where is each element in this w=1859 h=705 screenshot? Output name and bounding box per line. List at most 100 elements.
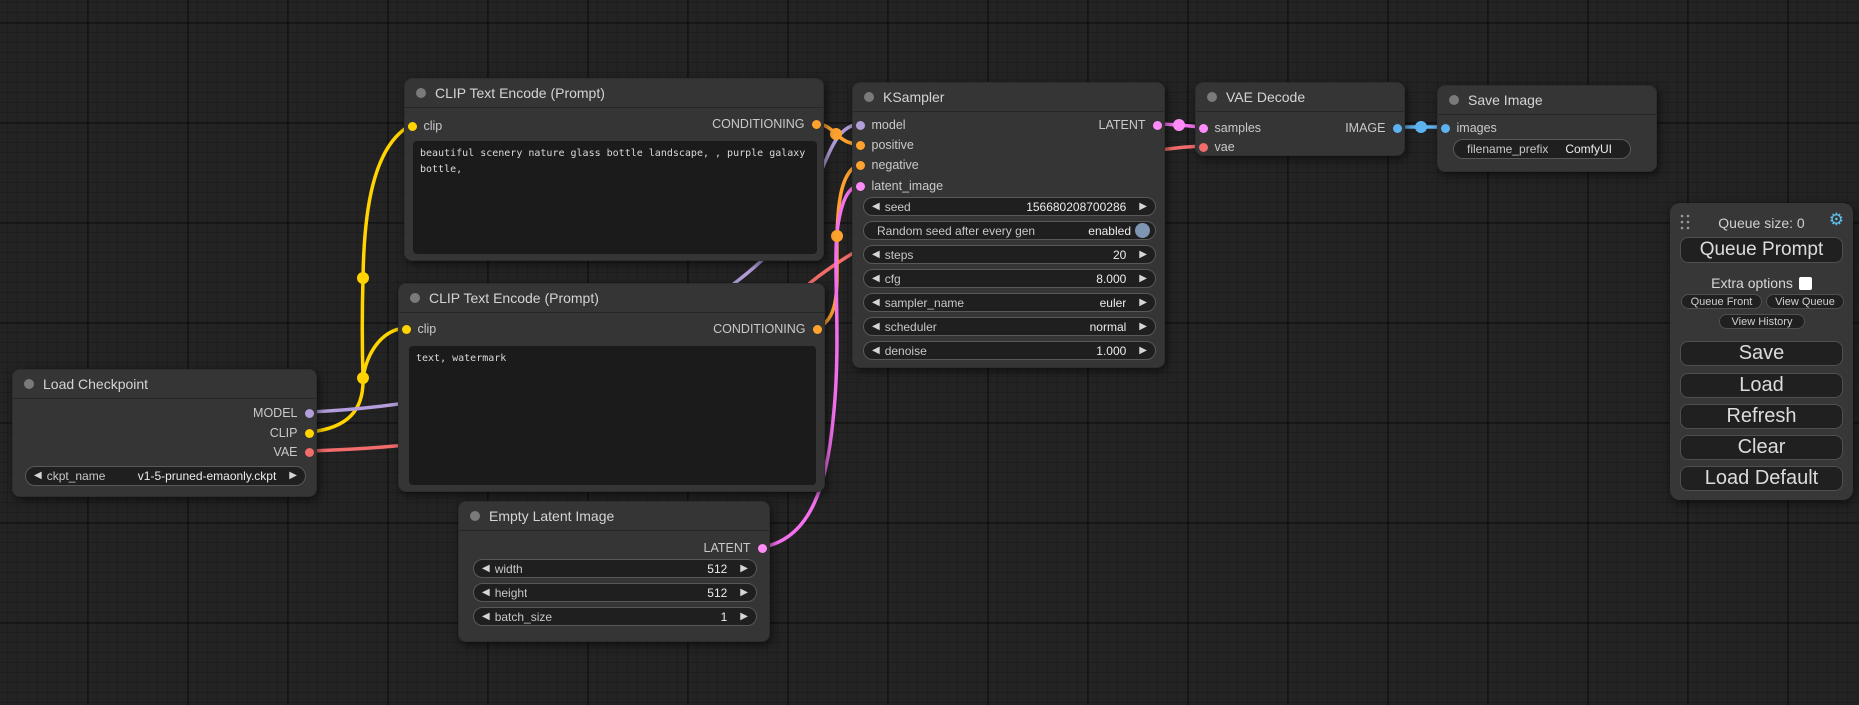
link-latent-to-ksampler[interactable]	[761, 183, 861, 549]
arrow-left-icon[interactable]: ◀	[482, 610, 490, 622]
prompt-textarea[interactable]: text, watermark	[409, 346, 816, 485]
node-title-bar[interactable]: Empty Latent Image	[459, 502, 769, 531]
conditioning-port-dot[interactable]	[812, 324, 822, 334]
widget-height[interactable]: ◀ height 512 ▶	[473, 583, 757, 602]
arrow-left-icon[interactable]: ◀	[872, 344, 880, 356]
latent-port-dot[interactable]	[1198, 123, 1208, 133]
queue-menu-panel[interactable]: Queue size: 0 ⚙ Queue Prompt Extra optio…	[1670, 203, 1853, 500]
arrow-left-icon[interactable]: ◀	[872, 296, 880, 308]
collapse-dot-icon[interactable]	[1449, 95, 1459, 105]
input-port-samples[interactable]: samples	[1198, 118, 1261, 138]
vae-port-dot[interactable]	[304, 447, 314, 457]
node-save-image[interactable]: Save Image images filename_prefix ComfyU…	[1437, 85, 1657, 172]
widget-denoise[interactable]: ◀ denoise 1.000 ▶	[863, 341, 1156, 360]
widget-sampler-name[interactable]: ◀ sampler_name euler ▶	[863, 293, 1156, 312]
arrow-right-icon[interactable]: ▶	[1139, 272, 1147, 284]
conditioning-port-dot[interactable]	[855, 160, 865, 170]
widget-filename-prefix[interactable]: filename_prefix ComfyUI	[1453, 139, 1631, 159]
arrow-right-icon[interactable]: ▶	[1139, 344, 1147, 356]
widget-cfg[interactable]: ◀ cfg 8.000 ▶	[863, 269, 1156, 288]
output-port-latent[interactable]: LATENT	[1099, 115, 1162, 135]
node-vae-decode[interactable]: VAE Decode samples vae IMAGE	[1195, 82, 1405, 156]
output-port-model[interactable]: MODEL	[253, 403, 314, 423]
output-port-image[interactable]: IMAGE	[1345, 118, 1402, 138]
node-clip-text-encode-negative[interactable]: CLIP Text Encode (Prompt) clip CONDITION…	[398, 283, 825, 492]
queue-prompt-button[interactable]: Queue Prompt	[1680, 237, 1843, 263]
node-empty-latent-image[interactable]: Empty Latent Image LATENT ◀ width 512 ▶ …	[458, 501, 770, 642]
latent-port-dot[interactable]	[1152, 120, 1162, 130]
collapse-dot-icon[interactable]	[1207, 92, 1217, 102]
arrow-left-icon[interactable]: ◀	[872, 248, 880, 260]
input-port-positive[interactable]: positive	[855, 135, 914, 155]
drag-handle-icon[interactable]	[1679, 213, 1691, 231]
collapse-dot-icon[interactable]	[410, 293, 420, 303]
input-port-vae[interactable]: vae	[1198, 137, 1235, 157]
output-port-clip[interactable]: CLIP	[270, 423, 314, 443]
collapse-dot-icon[interactable]	[864, 92, 874, 102]
collapse-dot-icon[interactable]	[470, 511, 480, 521]
node-title-bar[interactable]: KSampler	[853, 83, 1164, 112]
node-load-checkpoint[interactable]: Load Checkpoint MODEL CLIP VAE ◀ ckpt_na…	[12, 369, 317, 497]
output-port-vae[interactable]: VAE	[273, 442, 314, 462]
node-title-bar[interactable]: Save Image	[1438, 86, 1656, 115]
load-default-button[interactable]: Load Default	[1680, 466, 1843, 491]
widget-steps[interactable]: ◀ steps 20 ▶	[863, 245, 1156, 264]
arrow-left-icon[interactable]: ◀	[872, 272, 880, 284]
clear-button[interactable]: Clear	[1680, 435, 1843, 460]
reroute-dot-conditioning-negative[interactable]	[831, 230, 843, 242]
view-history-button[interactable]: View History	[1719, 314, 1805, 329]
input-port-images[interactable]: images	[1440, 118, 1497, 138]
prompt-textarea[interactable]: beautiful scenery nature glass bottle la…	[413, 141, 817, 254]
arrow-right-icon[interactable]: ▶	[1139, 248, 1147, 260]
clip-port-dot[interactable]	[401, 324, 411, 334]
input-port-negative[interactable]: negative	[855, 155, 919, 175]
reroute-dot-clip-lower[interactable]	[357, 372, 369, 384]
conditioning-port-dot[interactable]	[855, 140, 865, 150]
refresh-button[interactable]: Refresh	[1680, 404, 1843, 429]
conditioning-port-dot[interactable]	[811, 119, 821, 129]
queue-front-button[interactable]: Queue Front	[1681, 294, 1762, 309]
output-port-conditioning[interactable]: CONDITIONING	[712, 114, 821, 134]
collapse-dot-icon[interactable]	[416, 88, 426, 98]
reroute-dot-latent[interactable]	[1173, 119, 1185, 131]
arrow-left-icon[interactable]: ◀	[482, 586, 490, 598]
output-port-conditioning[interactable]: CONDITIONING	[713, 319, 822, 339]
image-port-dot[interactable]	[1392, 123, 1402, 133]
node-ksampler[interactable]: KSampler model positive negative latent_…	[852, 82, 1165, 368]
node-title-bar[interactable]: Load Checkpoint	[13, 370, 316, 399]
collapse-dot-icon[interactable]	[24, 379, 34, 389]
model-port-dot[interactable]	[855, 120, 865, 130]
input-port-latent-image[interactable]: latent_image	[855, 176, 943, 196]
toggle-enabled-dot[interactable]	[1135, 223, 1150, 238]
node-clip-text-encode-positive[interactable]: CLIP Text Encode (Prompt) clip CONDITION…	[404, 78, 824, 261]
load-button[interactable]: Load	[1680, 373, 1843, 398]
node-title-bar[interactable]: VAE Decode	[1196, 83, 1404, 112]
reroute-dot-image[interactable]	[1415, 121, 1427, 133]
clip-port-dot[interactable]	[407, 121, 417, 131]
arrow-right-icon[interactable]: ▶	[740, 586, 748, 598]
arrow-right-icon[interactable]: ▶	[1139, 296, 1147, 308]
widget-scheduler[interactable]: ◀ scheduler normal ▶	[863, 317, 1156, 336]
arrow-right-icon[interactable]: ▶	[740, 562, 748, 574]
save-button[interactable]: Save	[1680, 341, 1843, 366]
settings-gear-icon[interactable]: ⚙	[1828, 210, 1844, 229]
output-port-latent[interactable]: LATENT	[704, 538, 767, 558]
image-port-dot[interactable]	[1440, 123, 1450, 133]
model-port-dot[interactable]	[304, 408, 314, 418]
widget-random-seed-toggle[interactable]: Random seed after every gen enabled	[863, 221, 1156, 240]
vae-port-dot[interactable]	[1198, 142, 1208, 152]
arrow-right-icon[interactable]: ▶	[740, 610, 748, 622]
reroute-dot-conditioning-positive[interactable]	[830, 128, 842, 140]
clip-port-dot[interactable]	[304, 428, 314, 438]
widget-width[interactable]: ◀ width 512 ▶	[473, 559, 757, 578]
extra-options-checkbox[interactable]	[1798, 276, 1812, 290]
widget-batch-size[interactable]: ◀ batch_size 1 ▶	[473, 607, 757, 626]
reroute-dot-clip-upper[interactable]	[357, 272, 369, 284]
arrow-right-icon[interactable]: ▶	[289, 470, 297, 481]
input-port-clip[interactable]: clip	[407, 116, 442, 136]
arrow-left-icon[interactable]: ◀	[872, 200, 880, 212]
view-queue-button[interactable]: View Queue	[1766, 294, 1844, 309]
arrow-right-icon[interactable]: ▶	[1139, 200, 1147, 212]
arrow-left-icon[interactable]: ◀	[872, 320, 880, 332]
